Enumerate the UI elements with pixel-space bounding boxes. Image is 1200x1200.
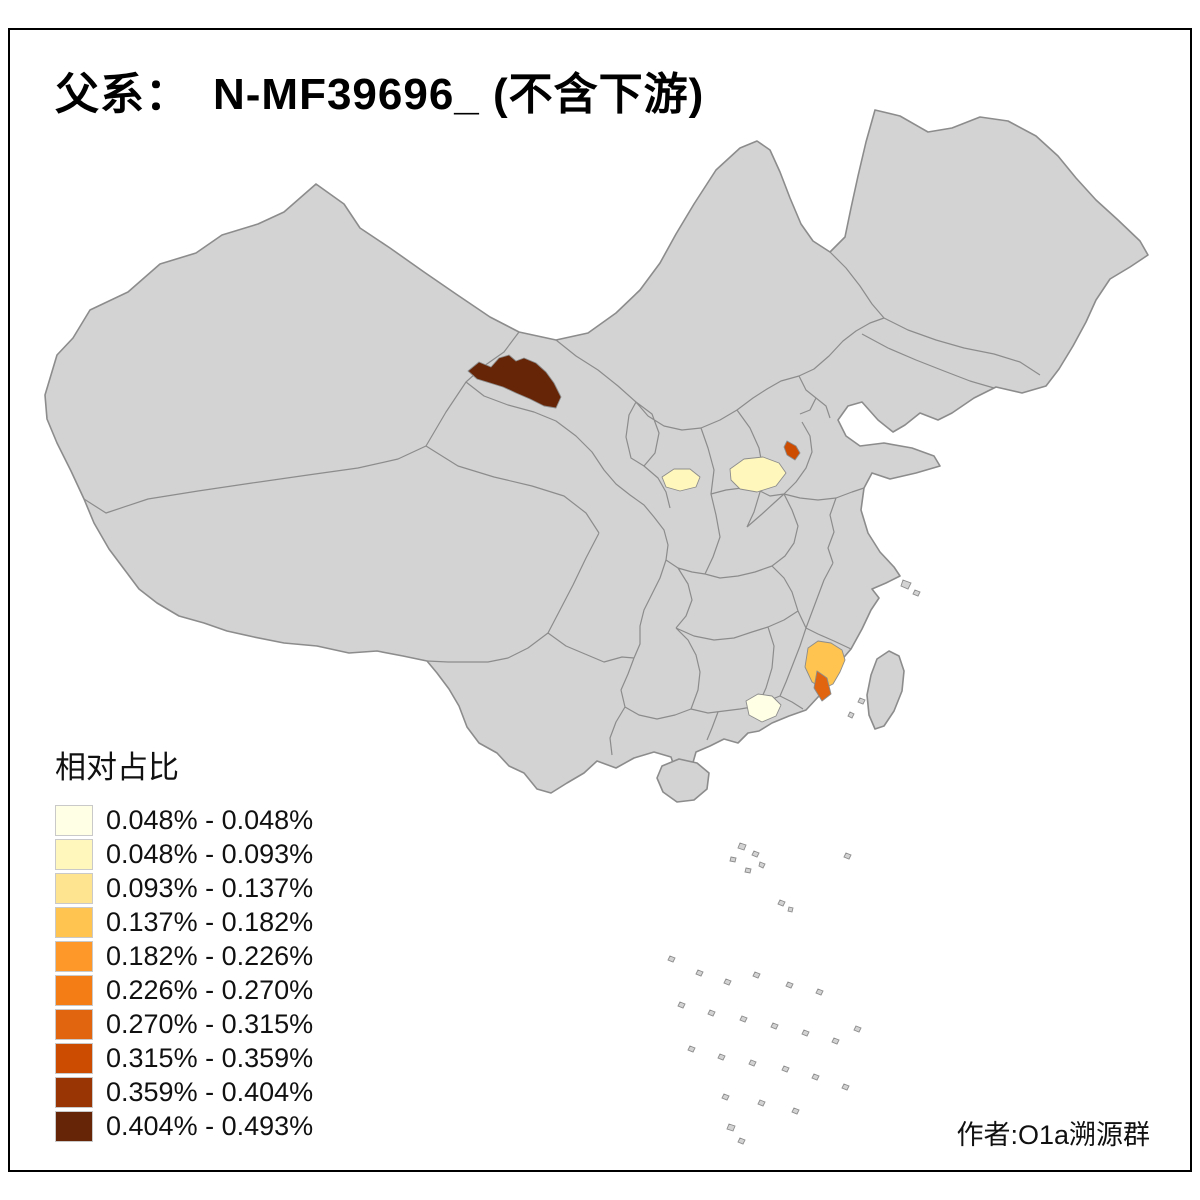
- legend-item: 0.093% - 0.137%: [55, 871, 313, 905]
- mainland-outline: [44, 109, 1149, 794]
- legend-swatch: [55, 940, 93, 972]
- legend-label: 0.048% - 0.048%: [106, 804, 314, 835]
- legend-label: 0.315% - 0.359%: [106, 1042, 314, 1073]
- legend-label: 0.048% - 0.093%: [106, 838, 314, 869]
- region-southeast-orange: [804, 640, 846, 690]
- legend-item: 0.226% - 0.270%: [55, 973, 313, 1007]
- legend-swatch: [55, 872, 93, 904]
- region-central-west-cream: [661, 468, 701, 492]
- author-credit: 作者:O1a溯源群: [956, 1120, 1150, 1150]
- legend-item: 0.048% - 0.048%: [55, 803, 313, 837]
- legend-swatch: [55, 1076, 93, 1108]
- legend-item: 0.182% - 0.226%: [55, 939, 313, 973]
- legend-swatch: [55, 1110, 93, 1142]
- region-northwest-dark: [467, 354, 562, 409]
- legend-label: 0.093% - 0.137%: [106, 872, 314, 903]
- legend-label: 0.137% - 0.182%: [106, 906, 314, 937]
- taiwan-island: [866, 650, 905, 730]
- legend-label: 0.404% - 0.493%: [106, 1110, 314, 1141]
- highlighted-regions: [467, 354, 846, 723]
- islet-specks: [667, 579, 921, 1145]
- legend-item: 0.048% - 0.093%: [55, 837, 313, 871]
- legend-swatch: [55, 906, 93, 938]
- province-borders: [83, 251, 1041, 756]
- legend-swatch: [55, 1042, 93, 1074]
- legend-item: 0.315% - 0.359%: [55, 1041, 313, 1075]
- china-landmass: [44, 109, 1149, 803]
- page-title: 父系： N-MF39696_ (不含下游): [55, 70, 705, 119]
- legend-title: 相对占比: [55, 750, 179, 785]
- legend-item: 0.404% - 0.493%: [55, 1109, 313, 1143]
- region-southeast-coastal-dark: [813, 670, 832, 702]
- legend-swatch: [55, 1008, 93, 1040]
- legend-swatch: [55, 974, 93, 1006]
- province-border-lines: [83, 251, 1041, 756]
- region-north-small-orange: [783, 440, 801, 461]
- region-south-cream: [745, 693, 782, 723]
- legend-label: 0.270% - 0.315%: [106, 1008, 314, 1039]
- legend-swatch: [55, 804, 93, 836]
- region-central-cream: [729, 456, 787, 493]
- legend-label: 0.359% - 0.404%: [106, 1076, 314, 1107]
- legend-swatch: [55, 838, 93, 870]
- legend-item: 0.270% - 0.315%: [55, 1007, 313, 1041]
- hainan-island: [656, 758, 710, 803]
- legend-label: 0.226% - 0.270%: [106, 974, 314, 1005]
- legend-item: 0.359% - 0.404%: [55, 1075, 313, 1109]
- small-islands: [667, 579, 921, 1145]
- legend-label: 0.182% - 0.226%: [106, 940, 314, 971]
- legend-item: 0.137% - 0.182%: [55, 905, 313, 939]
- legend: 相对占比 0.048% - 0.048% 0.048% - 0.093% 0.0…: [55, 742, 313, 1143]
